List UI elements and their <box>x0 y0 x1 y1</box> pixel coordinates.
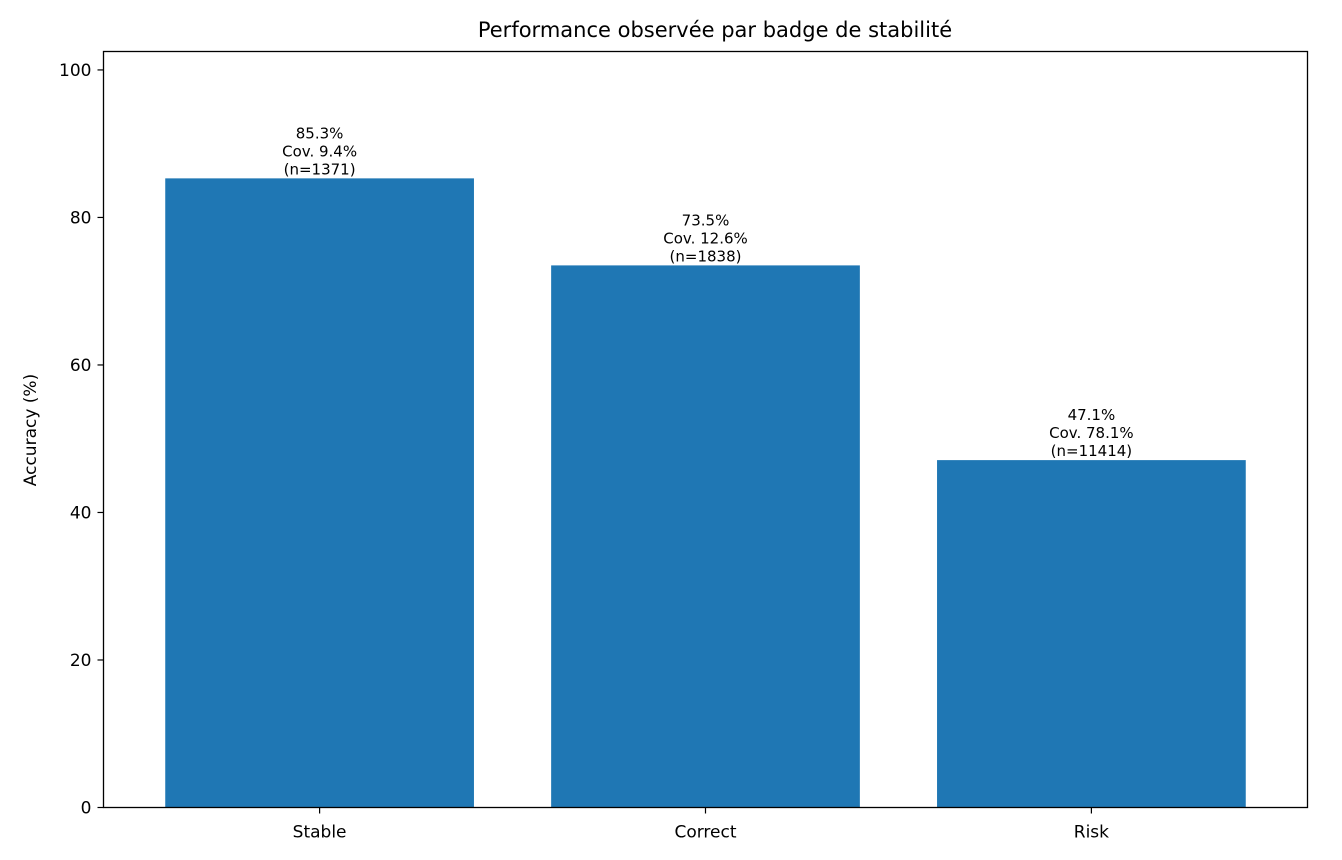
bars-group <box>165 178 1246 808</box>
chart-title: Performance observée par badge de stabil… <box>478 18 952 42</box>
data-labels-group: 85.3%Cov. 9.4%(n=1371)73.5%Cov. 12.6%(n=… <box>282 124 1134 460</box>
y-tick-label: 60 <box>70 356 92 376</box>
bar-data-label-line: (n=1838) <box>670 247 742 265</box>
y-tick-label: 0 <box>81 799 92 819</box>
x-tick-label: Risk <box>1074 823 1109 843</box>
bar-data-label-line: 85.3% <box>296 124 344 142</box>
bar-data-label-line: (n=11414) <box>1051 442 1133 460</box>
x-tick-label: Stable <box>293 823 347 843</box>
plot-frame <box>102 50 1309 809</box>
y-tick-label: 40 <box>70 503 92 523</box>
x-tick-label: Correct <box>674 823 736 843</box>
bar-data-label-line: 47.1% <box>1068 406 1116 424</box>
y-tick-label: 20 <box>70 651 92 671</box>
y-ticks-group: 0 20 40 60 80 100 <box>59 61 104 819</box>
bar-correct <box>551 265 860 808</box>
y-axis-label: Accuracy (%) <box>21 374 41 486</box>
x-ticks-group: Stable Correct Risk <box>293 807 1109 843</box>
bar-data-label-line: Cov. 78.1% <box>1049 424 1134 442</box>
bar-data-label-line: (n=1371) <box>284 160 356 178</box>
y-tick-label: 80 <box>70 208 92 228</box>
bar-risk <box>937 460 1246 808</box>
bar-data-label-line: 73.5% <box>682 211 730 229</box>
bar-stable <box>165 178 474 808</box>
bar-data-label-line: Cov. 9.4% <box>282 142 357 160</box>
bar-data-label-line: Cov. 12.6% <box>663 229 748 247</box>
y-tick-label: 100 <box>59 61 91 81</box>
